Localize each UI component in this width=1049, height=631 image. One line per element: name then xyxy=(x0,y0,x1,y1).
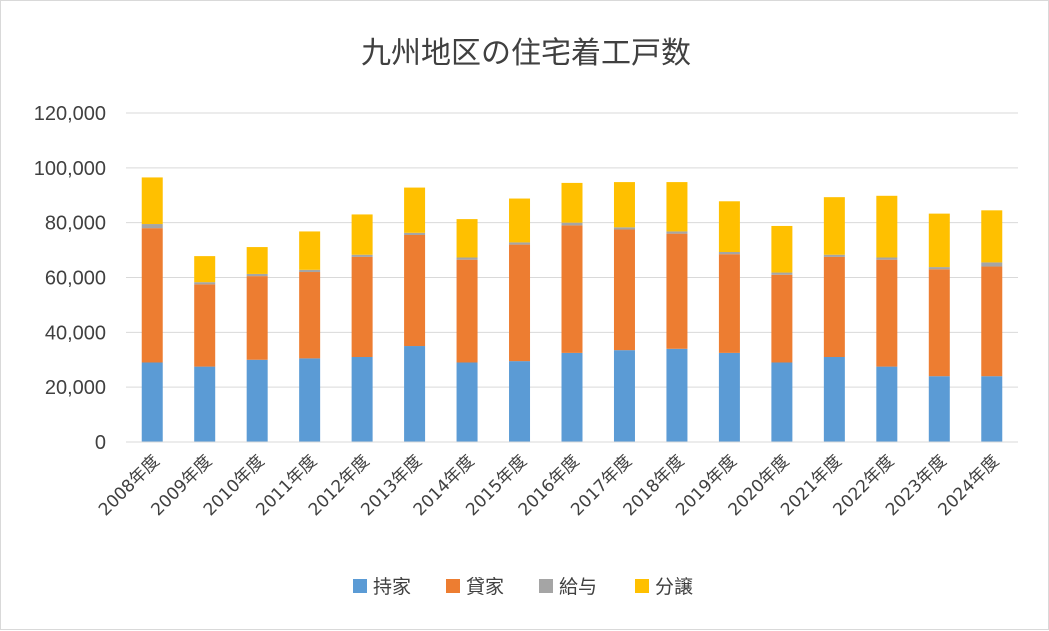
bar-segment-2 xyxy=(823,256,845,358)
bar-segment-2 xyxy=(194,284,216,367)
bar-segment-1 xyxy=(718,352,740,442)
bar-segment-2 xyxy=(718,254,740,353)
bar-segment-4 xyxy=(876,195,898,258)
y-tick-label: 80,000 xyxy=(45,213,106,235)
bar-segment-3 xyxy=(404,232,426,236)
y-axis-ticks: 0 20,000 40,000 60,000 80,000 100,000 120,000 xyxy=(34,103,106,454)
bar-segment-3 xyxy=(509,242,531,245)
legend-label: 給与 xyxy=(559,576,597,598)
bar-segment-4 xyxy=(404,187,426,233)
bar-segment-4 xyxy=(928,213,950,268)
bar-segment-4 xyxy=(246,247,268,274)
bar-segment-4 xyxy=(141,177,163,225)
chart-title: 九州地区の住宅着工戸数 xyxy=(361,36,691,71)
bar-segment-2 xyxy=(613,229,635,351)
bar-segment-1 xyxy=(981,376,1003,442)
bar-segment-2 xyxy=(876,259,898,367)
bar-segment-2 xyxy=(928,269,950,377)
x-axis-ticks: 2008年度2009年度2010年度2011年度2012年度2013年度2014… xyxy=(95,451,1003,520)
bar-segment-1 xyxy=(876,366,898,442)
bar-segment-1 xyxy=(928,376,950,442)
bar-segment-2 xyxy=(246,276,268,360)
bar-segment-1 xyxy=(613,350,635,442)
bar-segment-2 xyxy=(509,244,531,362)
bar-segment-2 xyxy=(404,235,426,347)
bar-segment-1 xyxy=(509,361,531,442)
bar-segment-3 xyxy=(718,252,740,255)
bar-segment-2 xyxy=(141,228,163,363)
bar-segment-4 xyxy=(613,182,635,228)
bar-segment-3 xyxy=(351,254,373,257)
bar-segment-4 xyxy=(666,182,688,232)
bar-segment-1 xyxy=(194,366,216,442)
bar-segment-3 xyxy=(141,224,163,229)
bar-segment-4 xyxy=(351,214,373,255)
legend-swatch xyxy=(353,579,367,593)
bar-segment-4 xyxy=(823,197,845,255)
bar-segment-1 xyxy=(771,362,793,442)
legend-label: 分譲 xyxy=(655,576,693,598)
legend-swatch xyxy=(635,579,649,593)
bar-segment-3 xyxy=(666,231,688,234)
bar-segment-1 xyxy=(823,357,845,442)
bar-segment-3 xyxy=(246,273,268,277)
y-tick-label: 60,000 xyxy=(45,268,106,290)
bar-segment-2 xyxy=(666,233,688,349)
legend-swatch xyxy=(446,579,460,593)
bar-segment-1 xyxy=(456,362,478,442)
bar-segment-1 xyxy=(561,352,583,442)
bar-segment-3 xyxy=(456,257,478,260)
bar-segment-1 xyxy=(141,362,163,442)
bar-segment-1 xyxy=(351,357,373,442)
y-tick-label: 100,000 xyxy=(34,158,106,180)
y-tick-label: 40,000 xyxy=(45,322,106,344)
bar-segment-3 xyxy=(299,269,321,273)
y-tick-label: 20,000 xyxy=(45,377,106,399)
bar-segment-2 xyxy=(561,225,583,353)
bar-segment-2 xyxy=(456,259,478,363)
bar-segment-2 xyxy=(299,272,321,359)
legend-label: 貸家 xyxy=(466,576,504,598)
bar-segment-3 xyxy=(561,222,583,226)
bar-segment-4 xyxy=(299,231,321,270)
bar-segment-2 xyxy=(771,274,793,363)
y-tick-label: 120,000 xyxy=(34,103,106,125)
bar-segment-1 xyxy=(299,358,321,442)
bars xyxy=(141,177,1003,442)
bar-segment-3 xyxy=(928,267,950,270)
legend: 持家 貸家 給与 分譲 xyxy=(353,576,693,598)
bar-segment-3 xyxy=(194,282,216,285)
bar-segment-4 xyxy=(194,256,216,283)
legend-swatch xyxy=(539,579,553,593)
bar-segment-4 xyxy=(509,198,531,243)
bar-segment-3 xyxy=(613,227,635,230)
bar-segment-4 xyxy=(981,210,1003,263)
bar-segment-3 xyxy=(876,257,898,260)
bar-segment-2 xyxy=(981,266,1003,377)
bar-segment-2 xyxy=(351,256,373,358)
y-tick-label: 0 xyxy=(95,432,106,454)
bar-segment-1 xyxy=(404,346,426,442)
bar-segment-1 xyxy=(246,359,268,442)
bar-segment-3 xyxy=(823,254,845,257)
bar-segment-4 xyxy=(771,225,793,273)
bar-segment-4 xyxy=(718,201,740,253)
bar-segment-4 xyxy=(561,182,583,223)
legend-label: 持家 xyxy=(373,576,411,598)
bar-segment-3 xyxy=(771,272,793,275)
bar-segment-4 xyxy=(456,219,478,258)
bar-segment-3 xyxy=(981,262,1003,267)
bar-segment-1 xyxy=(666,348,688,442)
